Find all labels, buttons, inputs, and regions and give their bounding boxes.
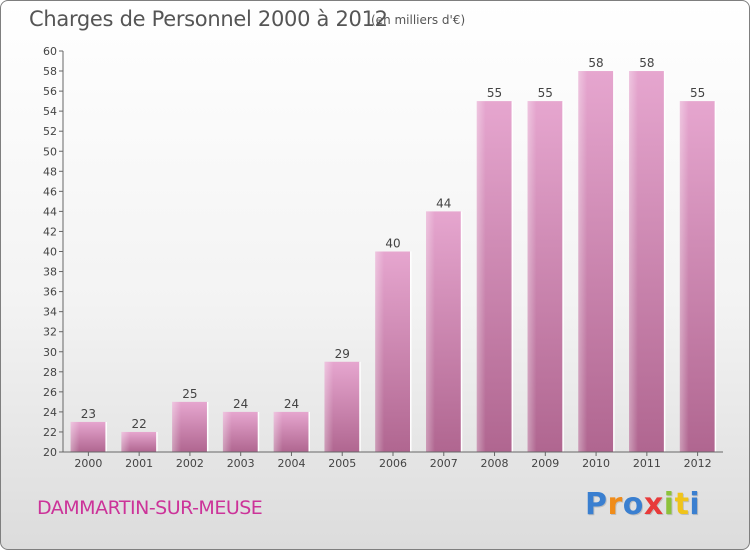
logo-letter: o <box>622 487 644 522</box>
x-tick-label: 2005 <box>328 457 356 470</box>
y-tick-label: 44 <box>43 205 57 218</box>
x-tick-label: 2007 <box>430 457 458 470</box>
y-tick-label: 36 <box>43 286 57 299</box>
x-tick-label: 2009 <box>531 457 559 470</box>
bar-group-2012: 55 <box>679 86 717 452</box>
bar-highlight <box>629 71 638 453</box>
logo-letter: i <box>663 487 675 522</box>
x-axis: 2000 2001 2002 2003 2004 2005 2006 2007 2008 2009… <box>63 451 723 470</box>
bar-highlight <box>578 71 588 453</box>
bar-value-label: 24 <box>233 397 248 411</box>
y-tick-label: 52 <box>43 125 57 138</box>
x-tick-label: 2006 <box>379 457 407 470</box>
y-tick-label: 32 <box>43 326 57 339</box>
bar-group-2011: 58 <box>629 56 666 453</box>
bar-highlight <box>679 101 689 452</box>
x-tick-label: 2010 <box>582 457 610 470</box>
y-tick-label: 28 <box>43 366 57 379</box>
y-tick-label: 54 <box>43 105 57 118</box>
x-tick-label: 2012 <box>684 457 712 470</box>
bar-group-2004: 24 <box>273 397 310 452</box>
y-tick-label: 30 <box>43 346 57 359</box>
bar-group-2007: 44 <box>426 196 463 452</box>
bar-highlight <box>70 421 80 452</box>
bar-group-2009: 55 <box>527 86 564 452</box>
proxiti-logo: Proxiti <box>585 487 700 522</box>
bar-value-label: 40 <box>385 237 400 251</box>
bar-highlight <box>222 411 232 452</box>
bar-value-label: 58 <box>588 56 603 70</box>
y-axis: 20 22 24 26 28 30 32 34 36 38 40 42 44 46 48 50 52 54 56 58… <box>43 45 64 459</box>
x-tick-label: 2004 <box>277 457 305 470</box>
bars: 23 22 25 24 24 29 40 44 55 55 58 58 55 <box>70 56 717 453</box>
bar-group-2002: 25 <box>172 387 209 452</box>
bar-group-2000: 23 <box>70 407 107 452</box>
bar-highlight <box>121 431 131 452</box>
bar-value-label: 58 <box>639 56 654 70</box>
y-tick-label: 42 <box>43 225 57 238</box>
logo-letter: t <box>674 487 690 522</box>
bar-group-2010: 58 <box>578 56 615 453</box>
bar-highlight <box>527 101 537 452</box>
y-tick-label: 50 <box>43 145 57 158</box>
y-tick-label: 46 <box>43 185 57 198</box>
y-tick-label: 20 <box>43 446 57 459</box>
bar-value-label: 24 <box>284 397 299 411</box>
y-tick-label: 58 <box>43 65 57 78</box>
y-tick-label: 56 <box>43 85 57 98</box>
bar-highlight <box>172 401 182 452</box>
y-tick-label: 26 <box>43 386 57 399</box>
y-tick-label: 38 <box>43 266 57 279</box>
chart-title: Charges de Personnel 2000 à 2012 <box>29 7 388 31</box>
bar-group-2003: 24 <box>222 397 260 452</box>
bar-value-label: 55 <box>690 86 705 100</box>
y-tick-label: 24 <box>43 406 57 419</box>
bar-highlight <box>426 211 435 452</box>
y-tick-label: 22 <box>43 426 57 439</box>
bar-highlight <box>324 361 334 452</box>
bar-highlight <box>273 411 283 452</box>
bar-group-2005: 29 <box>324 347 361 452</box>
bar-value-label: 55 <box>538 86 553 100</box>
logo-letter: P <box>585 487 608 522</box>
logo-letter: x <box>643 487 664 522</box>
commune-name: DAMMARTIN-SUR-MEUSE <box>37 497 263 519</box>
y-tick-label: 48 <box>43 165 57 178</box>
logo-letter: i <box>689 487 701 522</box>
bar-value-label: 44 <box>436 196 451 210</box>
bar-group-2001: 22 <box>121 417 158 452</box>
bar-value-label: 25 <box>182 387 197 401</box>
y-tick-label: 60 <box>43 45 57 58</box>
bar-value-label: 23 <box>81 407 96 421</box>
bar-group-2008: 55 <box>476 86 514 452</box>
x-tick-label: 2000 <box>74 457 102 470</box>
x-tick-label: 2011 <box>633 457 661 470</box>
y-tick-label: 34 <box>43 306 57 319</box>
bar-highlight <box>375 251 385 452</box>
y-tick-label: 40 <box>43 246 57 259</box>
bar-value-label: 55 <box>487 86 502 100</box>
bar-value-label: 29 <box>335 347 350 361</box>
x-tick-label: 2008 <box>481 457 509 470</box>
x-tick-label: 2003 <box>227 457 255 470</box>
bar-group-2006: 40 <box>375 237 412 452</box>
x-tick-label: 2002 <box>176 457 204 470</box>
x-tick-label: 2001 <box>125 457 153 470</box>
bar-highlight <box>476 101 486 452</box>
chart-subtitle: (en milliers d'€) <box>371 13 466 27</box>
logo-letter: r <box>607 487 623 522</box>
bar-value-label: 22 <box>132 417 147 431</box>
